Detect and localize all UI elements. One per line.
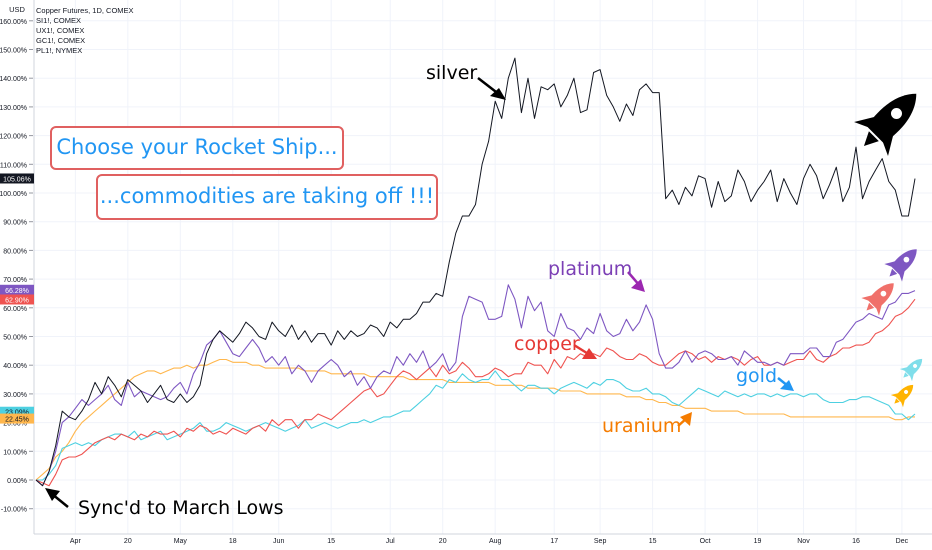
- y-tick-label: 110.00%: [0, 162, 27, 169]
- x-tick-label: Apr: [70, 538, 82, 545]
- x-tick-label: Jun: [273, 538, 284, 545]
- badge-label-copper: 62.90%: [5, 297, 29, 304]
- badge-label-platinum: 66.28%: [5, 288, 29, 295]
- x-tick-label: 17: [550, 538, 558, 545]
- y-tick-label: 120.00%: [0, 134, 27, 141]
- badge-silver: [0, 173, 34, 184]
- badge-label-uranium: 22.45%: [5, 417, 29, 424]
- legend-item-gold: GC1!, COMEX: [36, 36, 86, 45]
- rocket-uranium-icon: [890, 384, 914, 408]
- label-gold: gold: [736, 365, 778, 387]
- legend-item-silver: SI1!, COMEX: [36, 16, 82, 25]
- y-tick-label: -10.00%: [1, 507, 27, 514]
- x-tick-label: May: [174, 538, 188, 545]
- y-tick-label: 160.00%: [0, 19, 27, 26]
- rocket-gold-icon: [899, 358, 923, 382]
- y-axis-unit: USD: [9, 5, 25, 14]
- x-tick-label: Nov: [797, 538, 810, 545]
- last-value-badges: 105.06% 66.28% 62.90% 23.09%22.45%: [0, 173, 34, 424]
- legend-item-uranium: UX1!, COMEX: [36, 26, 85, 35]
- y-tick-label: 130.00%: [0, 105, 27, 112]
- y-tick-label: 50.00%: [3, 335, 27, 342]
- x-tick-label: Aug: [489, 538, 502, 545]
- rocket-copper-icon: [861, 283, 894, 316]
- grid: [34, 0, 932, 534]
- arrow-gold-icon: [777, 377, 794, 391]
- label-copper: copper: [514, 333, 580, 355]
- y-tick-label: 40.00%: [3, 363, 27, 370]
- x-tick-label: Dec: [896, 538, 909, 545]
- x-tick-label: Jul: [386, 538, 395, 545]
- x-tick-label: 20: [124, 538, 132, 545]
- y-tick-label: 100.00%: [0, 191, 27, 198]
- badge-copper: [0, 294, 34, 305]
- y-tick-label: 0.00%: [7, 478, 27, 485]
- rocket-black-icon: [854, 93, 917, 156]
- series-lines: [35, 57, 916, 487]
- arrow-uranium-icon: [677, 412, 692, 427]
- series-line-uranium: [35, 358, 915, 481]
- legend: Copper Futures, 1D, COMEX SI1!, COMEX UX…: [36, 6, 134, 56]
- y-tick-label: 80.00%: [3, 248, 27, 255]
- x-tick-label: Oct: [700, 538, 711, 545]
- x-tick-label: 15: [327, 538, 335, 545]
- series-line-copper: [35, 298, 916, 487]
- callout-rocket-ship: Choose your Rocket Ship...: [50, 126, 344, 170]
- y-axis: USD 160.00% 150.00% 140.00% 130.00% 120.00% 11…: [0, 0, 35, 550]
- rocket-platinum-icon: [884, 249, 917, 282]
- x-tick-label: Sep: [594, 538, 607, 545]
- arrow-copper-icon: [573, 343, 597, 359]
- series-line-silver: [35, 57, 916, 487]
- badge-platinum: [0, 284, 34, 295]
- badge-label-gold: 23.09%: [5, 410, 29, 417]
- arrow-platinum-icon: [627, 271, 645, 292]
- legend-item-platinum: PL1!, NYMEX: [36, 46, 83, 55]
- x-tick-label: 19: [754, 538, 762, 545]
- arrow-silver-icon: [477, 77, 506, 100]
- x-tick-label: 20: [439, 538, 447, 545]
- x-tick-label: 16: [852, 538, 860, 545]
- decorations: [45, 77, 923, 508]
- badge-uranium: [0, 413, 34, 424]
- y-axis-panel: [0, 0, 34, 550]
- y-tick-label: 10.00%: [3, 449, 27, 456]
- y-tick-label: 140.00%: [0, 76, 27, 83]
- callout-taking-off: ...commodities are taking off !!!: [96, 174, 438, 220]
- y-tick-label: 30.00%: [3, 392, 27, 399]
- y-tick-label: 20.00%: [3, 421, 27, 428]
- y-tick-label: 150.00%: [0, 48, 27, 55]
- arrow-sync-icon: [45, 488, 69, 508]
- label-uranium: uranium: [602, 415, 682, 437]
- badge-gold: [0, 406, 34, 417]
- legend-title: Copper Futures, 1D, COMEX: [36, 6, 134, 15]
- x-axis: Apr 20 May 18 Jun 15 Jul 20 Aug 17 Sep 15 Oct 19 Nov 16…: [34, 533, 932, 545]
- x-tick-label: 18: [229, 538, 237, 545]
- y-tick-label: 90.00%: [3, 220, 27, 227]
- label-silver: silver: [426, 62, 478, 84]
- x-tick-label: 15: [649, 538, 657, 545]
- y-tick-label: 60.00%: [3, 306, 27, 313]
- badge-label-silver: 105.06%: [3, 176, 31, 183]
- label-platinum: platinum: [548, 258, 633, 280]
- label-sync: Sync'd to March Lows: [78, 497, 284, 519]
- series-line-platinum: [35, 284, 916, 487]
- y-tick-label: 70.00%: [3, 277, 27, 284]
